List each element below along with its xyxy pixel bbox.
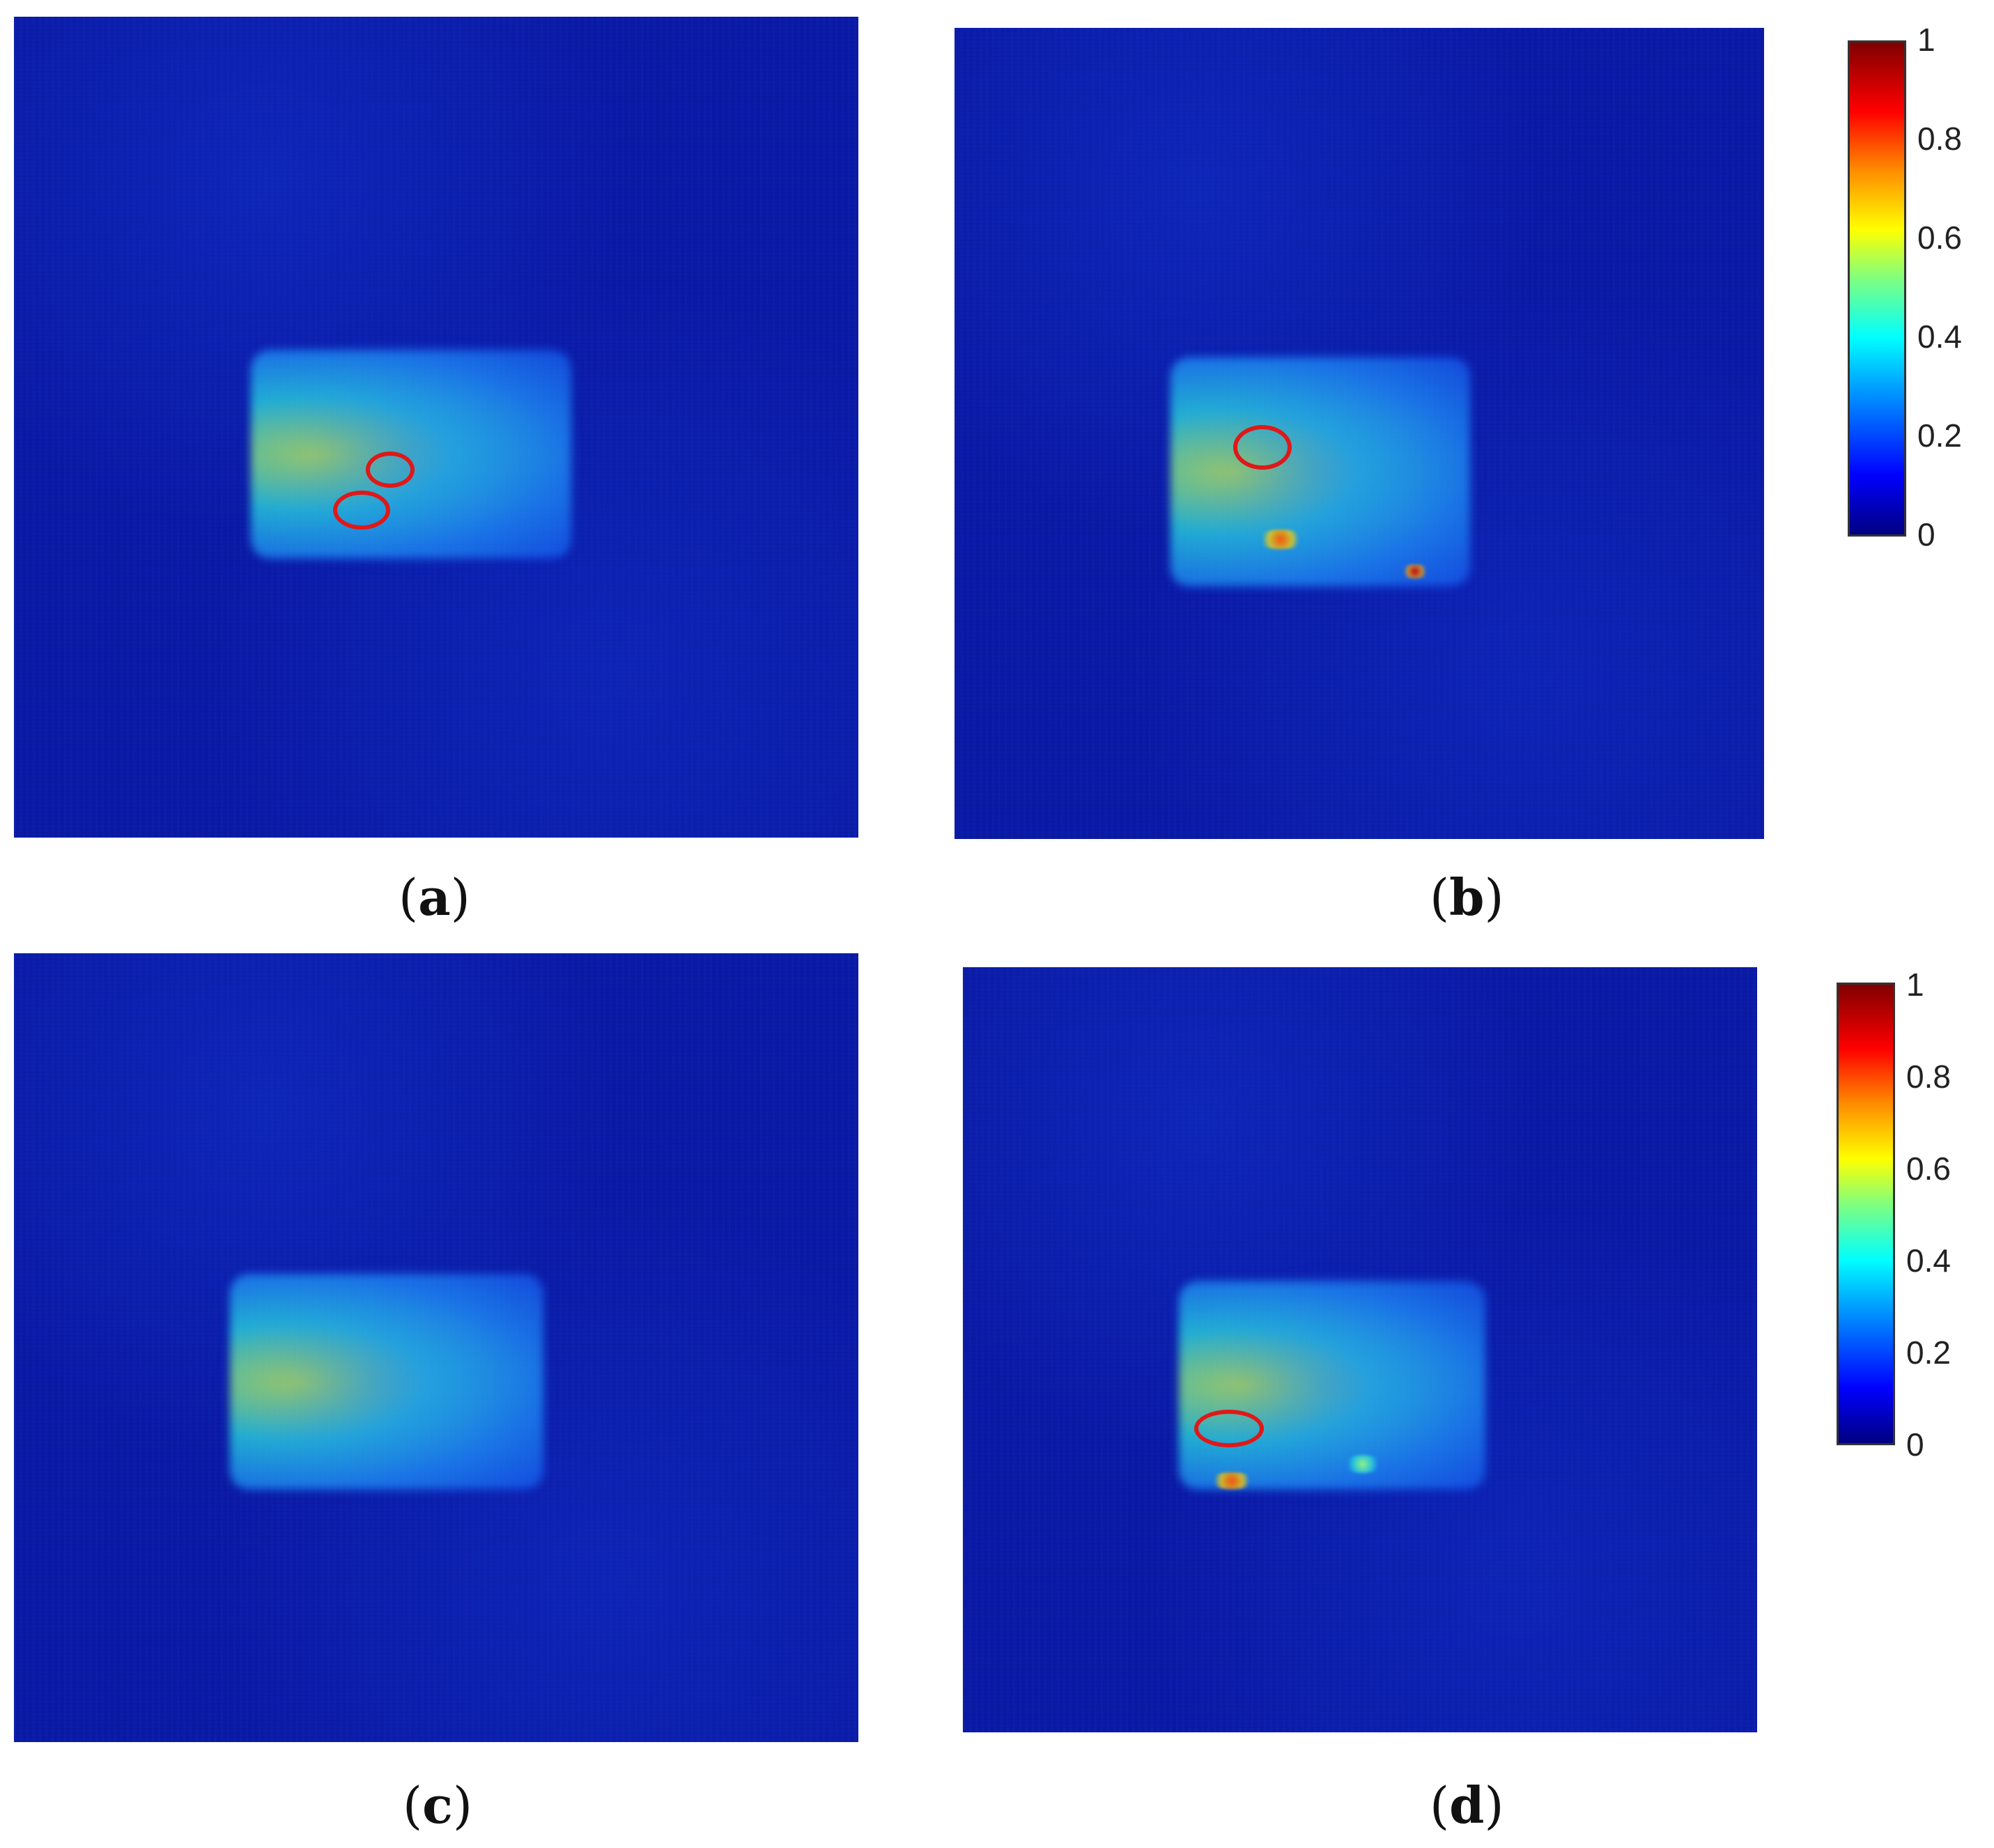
colorbar-tick: 1 (1906, 967, 1924, 1003)
colorbar-tick: 0 (1917, 516, 1935, 553)
colorbar-tick: 0.4 (1917, 318, 1962, 355)
heatmap-panel-a (14, 17, 858, 838)
colorbar-tick: 1 (1917, 22, 1935, 58)
heatmap-panel-c (14, 953, 858, 1742)
panel-label-d: (d) (1430, 1776, 1504, 1835)
colorbar-top (1848, 40, 1906, 537)
hotspot (1256, 530, 1305, 549)
intensity-region (251, 350, 571, 559)
colorbar-tick: 0.6 (1917, 220, 1962, 256)
highlight-circle (1194, 1410, 1264, 1447)
colorbar-tick: 0.8 (1917, 121, 1962, 157)
panel-label-b: (b) (1430, 868, 1504, 927)
panel-label-c: (c) (403, 1776, 473, 1835)
colorbar-tick: 0.6 (1906, 1150, 1951, 1187)
intensity-region (1170, 357, 1470, 587)
colorbar-tick: 0.4 (1906, 1242, 1951, 1279)
colorbar-tick: 0.8 (1906, 1058, 1951, 1095)
intensity-region (230, 1274, 543, 1490)
heatmap-panel-b (955, 28, 1764, 839)
hotspot (1400, 564, 1430, 578)
highlight-circle (333, 491, 390, 530)
hotspot (1208, 1472, 1255, 1489)
highlight-circle (366, 452, 415, 488)
colorbar-bottom (1837, 983, 1895, 1445)
intensity-region (1179, 1281, 1485, 1490)
colorbar-tick: 0.2 (1917, 417, 1962, 454)
hotspot (1343, 1455, 1383, 1473)
colorbar-tick: 0.2 (1906, 1334, 1951, 1371)
heatmap-panel-d (963, 967, 1757, 1732)
panel-label-a: (a) (399, 868, 470, 927)
colorbar-tick: 0 (1906, 1426, 1924, 1463)
highlight-circle (1233, 425, 1292, 470)
